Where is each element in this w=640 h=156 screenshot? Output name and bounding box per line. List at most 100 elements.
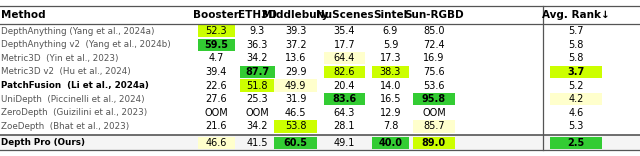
Bar bbox=[550, 93, 602, 105]
Text: 31.9: 31.9 bbox=[285, 94, 307, 104]
Text: 4.2: 4.2 bbox=[568, 94, 584, 104]
Text: ZeroDepth  (Guizilini et al., 2023): ZeroDepth (Guizilini et al., 2023) bbox=[1, 108, 148, 117]
Text: 60.5: 60.5 bbox=[284, 138, 308, 148]
Bar bbox=[324, 93, 365, 105]
Text: 22.6: 22.6 bbox=[205, 80, 227, 91]
Text: 5.8: 5.8 bbox=[568, 40, 584, 50]
Text: DepthAnything v2  (Yang et al., 2024b): DepthAnything v2 (Yang et al., 2024b) bbox=[1, 40, 171, 49]
Text: 35.4: 35.4 bbox=[333, 26, 355, 36]
Text: 20.4: 20.4 bbox=[333, 80, 355, 91]
Text: 21.6: 21.6 bbox=[205, 122, 227, 132]
Bar bbox=[372, 137, 409, 149]
Text: Method: Method bbox=[1, 10, 46, 20]
Text: DepthAnything (Yang et al., 2024a): DepthAnything (Yang et al., 2024a) bbox=[1, 27, 155, 36]
Text: 85.7: 85.7 bbox=[423, 122, 445, 132]
Bar bbox=[240, 79, 275, 92]
Bar bbox=[413, 120, 455, 133]
Text: 53.6: 53.6 bbox=[423, 80, 445, 91]
Text: 4.6: 4.6 bbox=[568, 108, 584, 118]
Text: 53.8: 53.8 bbox=[285, 122, 307, 132]
Text: 2.5: 2.5 bbox=[568, 138, 584, 148]
Text: Sintel: Sintel bbox=[373, 10, 408, 20]
Text: OOM: OOM bbox=[204, 108, 228, 118]
Text: Metric3D v2  (Hu et al., 2024): Metric3D v2 (Hu et al., 2024) bbox=[1, 67, 131, 76]
Text: OOM: OOM bbox=[245, 108, 269, 118]
Bar bbox=[324, 66, 365, 78]
Text: Middlebury: Middlebury bbox=[262, 10, 329, 20]
Text: 12.9: 12.9 bbox=[380, 108, 401, 118]
Text: 6.9: 6.9 bbox=[383, 26, 398, 36]
Text: 49.1: 49.1 bbox=[333, 138, 355, 148]
Text: 27.6: 27.6 bbox=[205, 94, 227, 104]
Text: 51.8: 51.8 bbox=[246, 80, 268, 91]
Text: 34.2: 34.2 bbox=[246, 122, 268, 132]
Text: 72.4: 72.4 bbox=[423, 40, 445, 50]
Text: 87.7: 87.7 bbox=[245, 67, 269, 77]
Text: 46.6: 46.6 bbox=[205, 138, 227, 148]
Text: 14.0: 14.0 bbox=[380, 80, 401, 91]
Bar bbox=[0, 135, 640, 151]
Text: 3.7: 3.7 bbox=[568, 67, 584, 77]
Text: 7.8: 7.8 bbox=[383, 122, 398, 132]
Text: 5.3: 5.3 bbox=[568, 122, 584, 132]
Text: NuScenes: NuScenes bbox=[316, 10, 373, 20]
Text: 5.9: 5.9 bbox=[383, 40, 398, 50]
Bar bbox=[240, 66, 275, 78]
Bar bbox=[550, 137, 602, 149]
Text: Depth Pro (Ours): Depth Pro (Ours) bbox=[1, 138, 85, 147]
Text: 16.5: 16.5 bbox=[380, 94, 401, 104]
Text: 95.8: 95.8 bbox=[422, 94, 446, 104]
Text: 37.2: 37.2 bbox=[285, 40, 307, 50]
Text: 83.6: 83.6 bbox=[332, 94, 356, 104]
Bar bbox=[198, 25, 235, 37]
Text: 75.6: 75.6 bbox=[423, 67, 445, 77]
Text: UniDepth  (Piccinelli et al., 2024): UniDepth (Piccinelli et al., 2024) bbox=[1, 95, 145, 104]
Text: 5.2: 5.2 bbox=[568, 80, 584, 91]
Text: 64.3: 64.3 bbox=[333, 108, 355, 118]
Text: 39.4: 39.4 bbox=[205, 67, 227, 77]
Text: 59.5: 59.5 bbox=[204, 40, 228, 50]
Text: 46.5: 46.5 bbox=[285, 108, 307, 118]
Text: 85.0: 85.0 bbox=[423, 26, 445, 36]
Text: 9.3: 9.3 bbox=[250, 26, 265, 36]
Text: 17.3: 17.3 bbox=[380, 53, 401, 63]
Text: 5.7: 5.7 bbox=[568, 26, 584, 36]
Text: 39.3: 39.3 bbox=[285, 26, 307, 36]
Text: 36.3: 36.3 bbox=[246, 40, 268, 50]
Text: 16.9: 16.9 bbox=[423, 53, 445, 63]
Text: 64.4: 64.4 bbox=[333, 53, 355, 63]
Bar bbox=[413, 137, 455, 149]
Bar bbox=[274, 120, 317, 133]
Text: ZoeDepth  (Bhat et al., 2023): ZoeDepth (Bhat et al., 2023) bbox=[1, 122, 129, 131]
Text: OOM: OOM bbox=[422, 108, 446, 118]
Bar bbox=[274, 137, 317, 149]
Bar bbox=[274, 79, 317, 92]
Text: 40.0: 40.0 bbox=[378, 138, 403, 148]
Text: 13.6: 13.6 bbox=[285, 53, 307, 63]
Text: 34.2: 34.2 bbox=[246, 53, 268, 63]
Text: 5.8: 5.8 bbox=[568, 53, 584, 63]
Text: 17.7: 17.7 bbox=[333, 40, 355, 50]
Text: Metric3D  (Yin et al., 2023): Metric3D (Yin et al., 2023) bbox=[1, 54, 119, 63]
Bar bbox=[550, 66, 602, 78]
Text: 4.7: 4.7 bbox=[209, 53, 224, 63]
Bar bbox=[372, 66, 409, 78]
Bar bbox=[324, 52, 365, 64]
Text: 82.6: 82.6 bbox=[333, 67, 355, 77]
Text: 38.3: 38.3 bbox=[380, 67, 401, 77]
Bar bbox=[413, 93, 455, 105]
Text: Sun-RGBD: Sun-RGBD bbox=[404, 10, 464, 20]
Bar bbox=[198, 39, 235, 51]
Text: 49.9: 49.9 bbox=[285, 80, 307, 91]
Text: 25.3: 25.3 bbox=[246, 94, 268, 104]
Text: 41.5: 41.5 bbox=[246, 138, 268, 148]
Text: Avg. Rank↓: Avg. Rank↓ bbox=[542, 10, 610, 20]
Bar bbox=[198, 137, 235, 149]
Text: Booster: Booster bbox=[193, 10, 239, 20]
Text: 89.0: 89.0 bbox=[422, 138, 446, 148]
Text: PatchFusion  (Li et al., 2024a): PatchFusion (Li et al., 2024a) bbox=[1, 81, 149, 90]
Text: 52.3: 52.3 bbox=[205, 26, 227, 36]
Text: ETH3D: ETH3D bbox=[238, 10, 276, 20]
Text: 29.9: 29.9 bbox=[285, 67, 307, 77]
Text: 28.1: 28.1 bbox=[333, 122, 355, 132]
